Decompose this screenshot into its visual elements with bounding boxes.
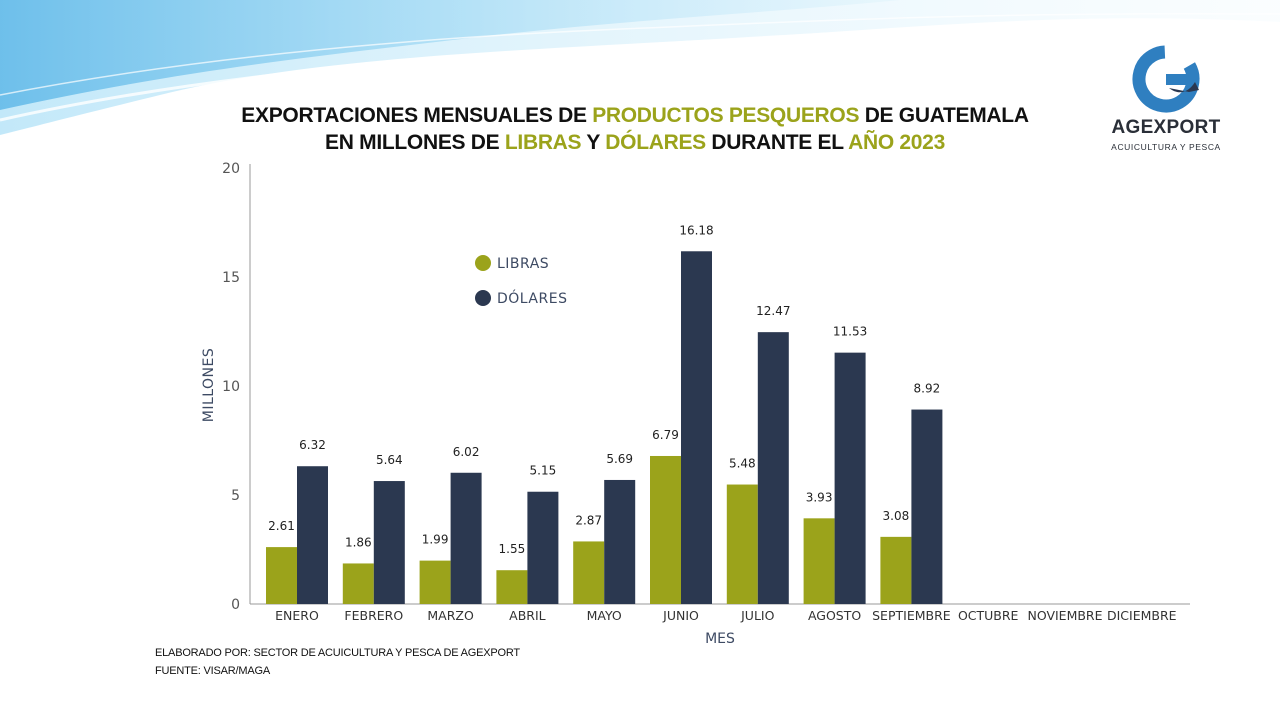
- data-label: 6.32: [299, 438, 326, 452]
- x-tick-label: DICIEMBRE: [1107, 608, 1177, 623]
- x-tick-label: MAYO: [587, 608, 622, 623]
- x-tick-label: JUNIO: [662, 608, 699, 623]
- y-tick-label: 20: [222, 161, 240, 177]
- bar-libras: [803, 518, 835, 604]
- data-label: 3.93: [806, 490, 833, 504]
- bar-dolares: [450, 472, 482, 604]
- y-axis-title: MILLONES: [201, 348, 217, 423]
- bar-libras: [573, 541, 605, 604]
- x-tick-label: ENERO: [275, 608, 319, 623]
- bar-libras: [496, 570, 528, 604]
- x-tick-label: SEPTIEMBRE: [872, 608, 951, 623]
- bar-dolares: [527, 491, 559, 604]
- data-label: 11.53: [833, 325, 867, 339]
- title-text: Y: [581, 131, 606, 154]
- legend-label: DÓLARES: [497, 289, 567, 307]
- title-highlight: AÑO 2023: [848, 131, 945, 154]
- data-label: 8.92: [914, 382, 941, 396]
- legend-label: LIBRAS: [497, 256, 549, 272]
- bar-dolares: [604, 479, 636, 604]
- data-label: 1.86: [345, 535, 372, 549]
- agexport-logo: AGEXPORT ACUICULTURA Y PESCA: [1096, 44, 1236, 152]
- bar-dolares: [757, 332, 789, 604]
- title-text: EN MILLONES DE: [325, 131, 505, 154]
- data-label: 12.47: [756, 304, 790, 318]
- footer-source: FUENTE: VISAR/MAGA: [155, 665, 270, 677]
- decorative-wave-background: [0, 0, 1280, 135]
- agexport-g-icon: [1132, 45, 1200, 113]
- logo-subtitle: ACUICULTURA Y PESCA: [1111, 142, 1221, 152]
- bar-libras: [419, 560, 451, 604]
- logo-name: AGEXPORT: [1111, 117, 1221, 138]
- data-label: 5.48: [729, 457, 756, 471]
- legend-marker: [475, 290, 491, 306]
- title-highlight: LIBRAS: [504, 131, 582, 154]
- title-text: DE GUATEMALA: [859, 104, 1029, 127]
- data-label: 6.02: [453, 445, 480, 459]
- bar-dolares: [373, 481, 405, 604]
- x-tick-label: JULIO: [740, 608, 774, 623]
- bar-dolares: [681, 251, 712, 604]
- y-tick-label: 5: [231, 488, 240, 504]
- bar-dolares: [834, 352, 866, 604]
- bar-dolares: [297, 466, 328, 604]
- data-label: 6.79: [652, 428, 679, 442]
- x-tick-label: NOVIEMBRE: [1027, 608, 1102, 623]
- data-label: 16.18: [679, 223, 713, 237]
- title-highlight: PRODUCTOS PESQUEROS: [592, 104, 860, 127]
- data-label: 5.64: [376, 453, 403, 467]
- data-label: 5.69: [606, 452, 633, 466]
- x-axis-title: MES: [705, 631, 735, 647]
- data-label: 3.08: [883, 509, 910, 523]
- x-tick-label: AGOSTO: [808, 608, 861, 623]
- bar-libras: [266, 547, 297, 604]
- data-label: 2.61: [268, 519, 295, 533]
- title-highlight: DÓLARES: [605, 131, 706, 154]
- x-tick-label: OCTUBRE: [958, 608, 1019, 623]
- bar-libras: [880, 536, 912, 604]
- y-tick-label: 10: [222, 379, 240, 395]
- x-tick-label: MARZO: [427, 608, 474, 623]
- bar-libras: [342, 563, 374, 604]
- data-label: 1.99: [422, 533, 449, 547]
- x-tick-label: ABRIL: [509, 608, 545, 623]
- bar-libras: [650, 455, 681, 604]
- data-label: 2.87: [575, 513, 602, 527]
- bar-dolares: [911, 409, 943, 604]
- x-tick-label: FEBRERO: [344, 608, 403, 623]
- data-label: 5.15: [530, 464, 557, 478]
- title-text: DURANTE EL: [705, 131, 849, 154]
- title-text: EXPORTACIONES MENSUALES DE: [241, 104, 593, 127]
- y-tick-label: 0: [231, 597, 240, 613]
- y-tick-label: 15: [222, 270, 240, 286]
- data-label: 1.55: [499, 542, 526, 556]
- legend-marker: [475, 255, 491, 271]
- chart-title: EXPORTACIONES MENSUALES DE PRODUCTOS PES…: [200, 102, 1070, 156]
- bar-libras: [726, 484, 758, 604]
- footer-credits: ELABORADO POR: SECTOR DE ACUICULTURA Y P…: [155, 647, 520, 659]
